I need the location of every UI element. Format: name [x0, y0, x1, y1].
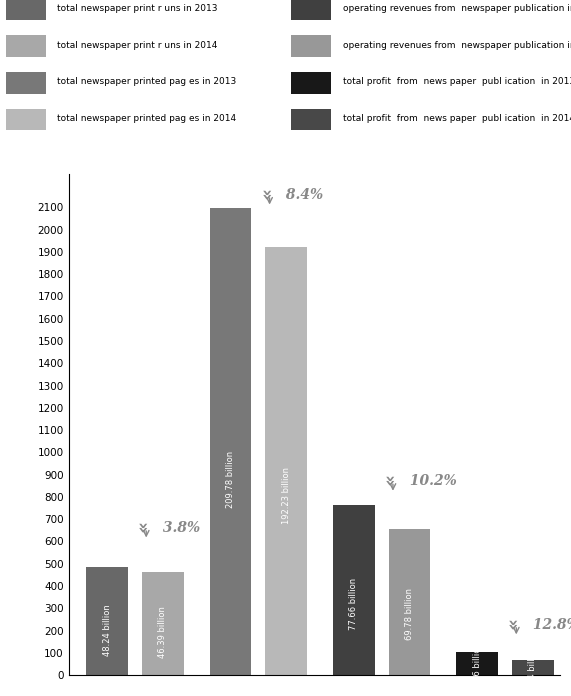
Text: total profit  from  news paper  publ ication  in 2014: total profit from news paper publ icatio…: [343, 114, 571, 123]
FancyBboxPatch shape: [291, 72, 331, 93]
Text: »: »: [378, 475, 396, 487]
Bar: [86, 567, 128, 675]
FancyBboxPatch shape: [6, 35, 46, 57]
Text: 3.8%: 3.8%: [158, 521, 200, 535]
Text: »: »: [131, 522, 149, 534]
Bar: [266, 247, 307, 675]
Text: total newspaper printed pag es in 2013: total newspaper printed pag es in 2013: [57, 77, 236, 86]
Text: 69.78 billion: 69.78 billion: [405, 587, 414, 640]
Text: total profit  from  news paper  publ ication  in 2013: total profit from news paper publ icatio…: [343, 77, 571, 86]
Text: operating revenues from  newspaper publication in 2014: operating revenues from newspaper public…: [343, 40, 571, 49]
Text: »: »: [501, 619, 520, 631]
Bar: [210, 208, 251, 675]
Bar: [456, 651, 498, 675]
Text: total newspaper printed pag es in 2014: total newspaper printed pag es in 2014: [57, 114, 236, 123]
Bar: [512, 660, 554, 675]
Text: 12.8%: 12.8%: [528, 618, 571, 632]
Text: 192.23 billion: 192.23 billion: [282, 467, 291, 524]
Text: 209.78 billion: 209.78 billion: [226, 450, 235, 507]
Text: total newspaper print r uns in 2013: total newspaper print r uns in 2013: [57, 4, 218, 13]
Text: 7.64 billion: 7.64 billion: [528, 645, 537, 692]
Text: 48.24 billion: 48.24 billion: [103, 604, 111, 656]
FancyBboxPatch shape: [291, 35, 331, 57]
Text: 77.66 billion: 77.66 billion: [349, 578, 358, 629]
FancyBboxPatch shape: [291, 0, 331, 20]
Text: 46.39 billion: 46.39 billion: [158, 606, 167, 658]
FancyBboxPatch shape: [6, 0, 46, 20]
FancyBboxPatch shape: [6, 72, 46, 93]
Text: operating revenues from  newspaper publication in 2013: operating revenues from newspaper public…: [343, 4, 571, 13]
Text: 8.4%: 8.4%: [282, 188, 324, 202]
Bar: [333, 505, 375, 675]
Bar: [389, 528, 431, 675]
Text: »: »: [255, 189, 272, 201]
Text: 10.2%: 10.2%: [405, 475, 457, 489]
FancyBboxPatch shape: [291, 109, 331, 130]
Bar: [142, 572, 183, 675]
FancyBboxPatch shape: [6, 109, 46, 130]
Text: 8.76 billion: 8.76 billion: [473, 642, 482, 688]
Text: total newspaper print r uns in 2014: total newspaper print r uns in 2014: [57, 40, 218, 49]
